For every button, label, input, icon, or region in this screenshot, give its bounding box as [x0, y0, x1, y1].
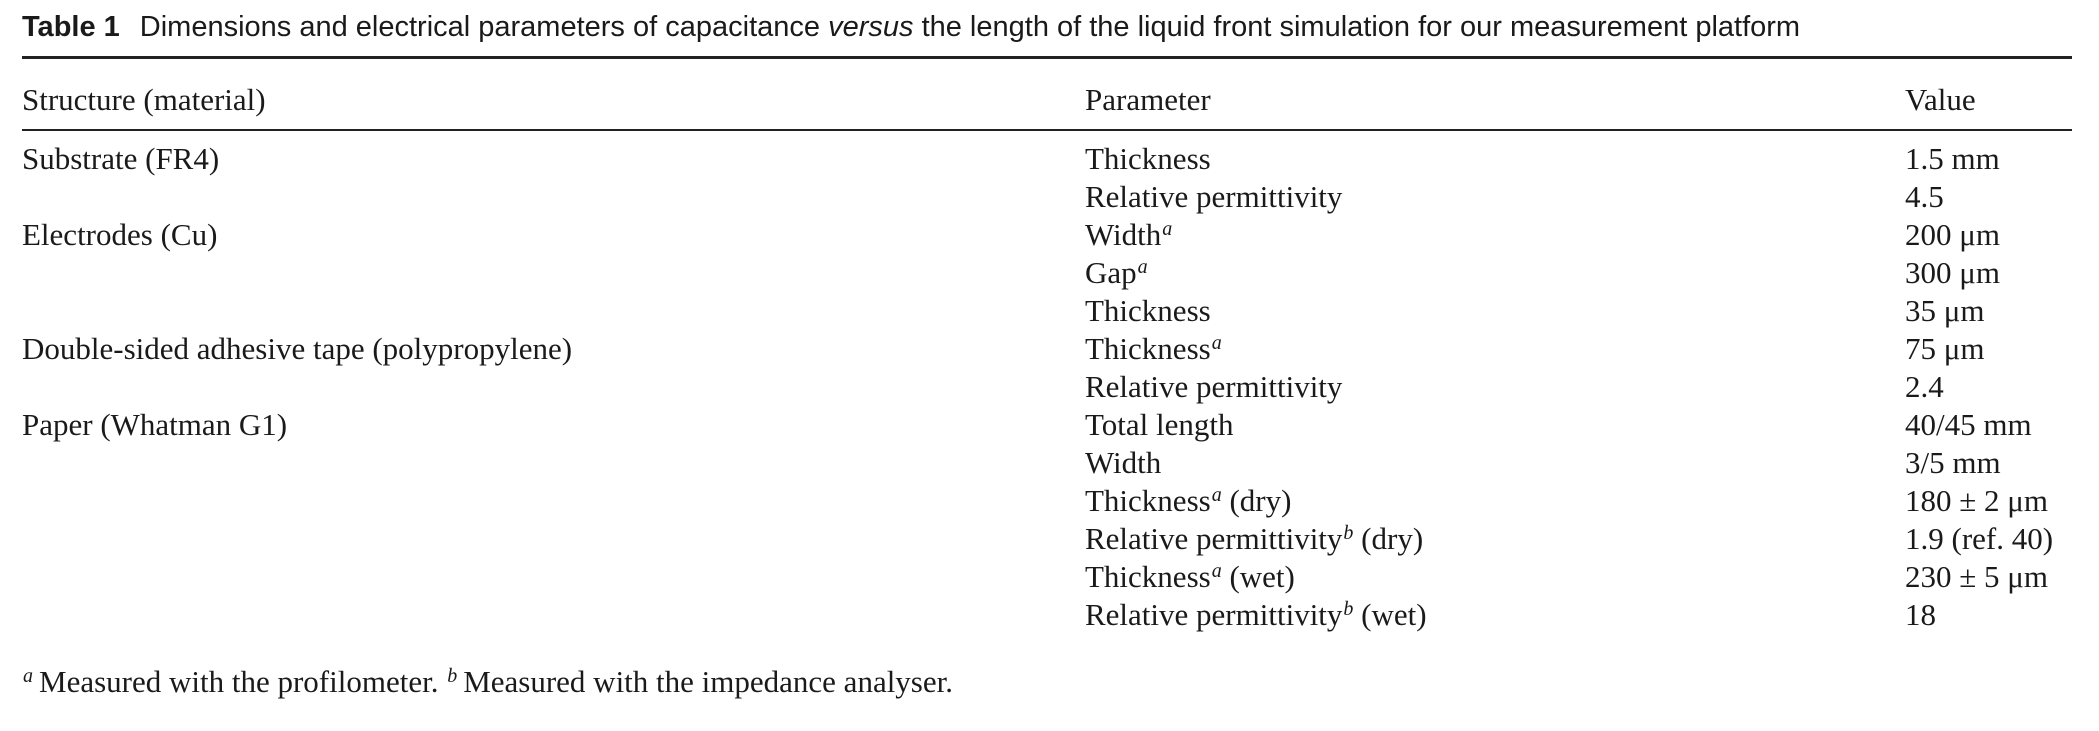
parameter-name: Thickness: [1085, 559, 1211, 594]
parameter-name: Width: [1085, 445, 1162, 480]
caption-text-after: the length of the liquid front simulatio…: [921, 11, 1801, 43]
cell-parameter: Widtha: [1085, 216, 1172, 254]
cell-value: 3/5 mm: [1905, 445, 2001, 480]
parameter-name: Relative permittivity: [1085, 521, 1343, 556]
cell-value: 180 ± 2 μm: [1905, 483, 2048, 518]
cell-parameter: Thicknessa (wet): [1085, 558, 1295, 596]
cell-value: 4.5: [1905, 179, 1944, 214]
footnote-marker: a: [1211, 560, 1222, 582]
cell-parameter: Relative permittivity: [1085, 368, 1342, 406]
header-structure: Structure (material): [22, 82, 266, 117]
table-row: Substrate (FR4) Thickness 1.5 mm: [0, 140, 2099, 178]
footnote-marker: b: [1343, 522, 1354, 544]
table-row: Gapa 300 μm: [0, 254, 2099, 292]
parameter-name: Total length: [1085, 407, 1234, 442]
footnote-marker: b: [1343, 598, 1354, 620]
cell-value: 75 μm: [1905, 331, 1985, 366]
caption-text-italic: versus: [828, 11, 914, 43]
parameter-name: Thickness: [1085, 483, 1211, 518]
cell-value: 1.9 (ref. 40): [1905, 521, 2054, 556]
footnote-b: b Measured with the impedance analyser.: [446, 664, 953, 699]
parameter-name: Width: [1085, 217, 1162, 252]
table-number: Table 1: [22, 11, 120, 43]
table-footnotes: a Measured with the profilometer. b Measur…: [22, 662, 953, 702]
parameter-name: Thickness: [1085, 331, 1211, 366]
header-parameter: Parameter: [1085, 82, 1211, 117]
table-body: Substrate (FR4) Thickness 1.5 mm Relative p…: [0, 140, 2099, 634]
table-row: Thicknessa (dry) 180 ± 2 μm: [0, 482, 2099, 520]
cell-value: 2.4: [1905, 369, 1944, 404]
cell-value: 1.5 mm: [1905, 141, 2000, 176]
caption-text-before: Dimensions and electrical parameters of …: [139, 11, 821, 43]
parameter-condition: (wet): [1221, 559, 1295, 594]
parameter-name: Relative permittivity: [1085, 597, 1343, 632]
footnote-marker: a: [1211, 332, 1222, 354]
table-row: Double-sided adhesive tape (polypropylen…: [0, 330, 2099, 368]
cell-value: 18: [1905, 597, 1936, 632]
footnote-mark: a: [23, 665, 33, 687]
cell-parameter: Thicknessa: [1085, 330, 1222, 368]
parameter-name: Relative permittivity: [1085, 369, 1343, 404]
cell-structure: Paper (Whatman G1): [22, 407, 288, 442]
table-row: Paper (Whatman G1) Total length 40/45 mm: [0, 406, 2099, 444]
cell-structure: Substrate (FR4): [22, 141, 220, 176]
parameter-name: Thickness: [1085, 293, 1211, 328]
table-row: Width 3/5 mm: [0, 444, 2099, 482]
footnote-marker: a: [1211, 484, 1222, 506]
parameter-name: Relative permittivity: [1085, 179, 1343, 214]
parameter-condition: (dry): [1221, 483, 1292, 518]
cell-value: 300 μm: [1905, 255, 2000, 290]
table-row: Thickness 35 μm: [0, 292, 2099, 330]
cell-parameter: Thickness: [1085, 140, 1211, 178]
cell-structure: Double-sided adhesive tape (polypropylen…: [22, 331, 573, 366]
footnote-marker: a: [1162, 218, 1173, 240]
header-rule: [22, 129, 2072, 131]
table-row: Relative permittivityb (wet) 18: [0, 596, 2099, 634]
cell-parameter: Relative permittivity: [1085, 178, 1342, 216]
table-row: Thicknessa (wet) 230 ± 5 μm: [0, 558, 2099, 596]
cell-parameter: Thicknessa (dry): [1085, 482, 1291, 520]
parameter-name: Thickness: [1085, 141, 1211, 176]
cell-value: 40/45 mm: [1905, 407, 2032, 442]
header-value: Value: [1905, 82, 1976, 117]
footnote-mark: b: [447, 665, 458, 687]
footnote-marker: a: [1137, 256, 1148, 278]
table-caption: Table 1 Dimensions and electrical paramet…: [22, 8, 1800, 46]
top-rule: [22, 56, 2072, 59]
cell-value: 35 μm: [1905, 293, 1985, 328]
table-row: Relative permittivity 2.4: [0, 368, 2099, 406]
cell-value: 200 μm: [1905, 217, 2000, 252]
cell-value: 230 ± 5 μm: [1905, 559, 2048, 594]
cell-parameter: Total length: [1085, 406, 1234, 444]
cell-parameter: Width: [1085, 444, 1161, 482]
parameter-name: Gap: [1085, 255, 1137, 290]
footnote-text: Measured with the profilometer.: [39, 664, 439, 699]
cell-parameter: Gapa: [1085, 254, 1148, 292]
table-row: Electrodes (Cu) Widtha 200 μm: [0, 216, 2099, 254]
cell-parameter: Thickness: [1085, 292, 1211, 330]
parameter-condition: (wet): [1353, 597, 1427, 632]
cell-parameter: Relative permittivityb (wet): [1085, 596, 1427, 634]
parameter-condition: (dry): [1353, 521, 1424, 556]
footnote-a: a Measured with the profilometer.: [22, 664, 438, 699]
table-row: Relative permittivityb (dry) 1.9 (ref. 40…: [0, 520, 2099, 558]
table-row: Relative permittivity 4.5: [0, 178, 2099, 216]
cell-structure: Electrodes (Cu): [22, 217, 218, 252]
cell-parameter: Relative permittivityb (dry): [1085, 520, 1423, 558]
footnote-text: Measured with the impedance analyser.: [463, 664, 953, 699]
